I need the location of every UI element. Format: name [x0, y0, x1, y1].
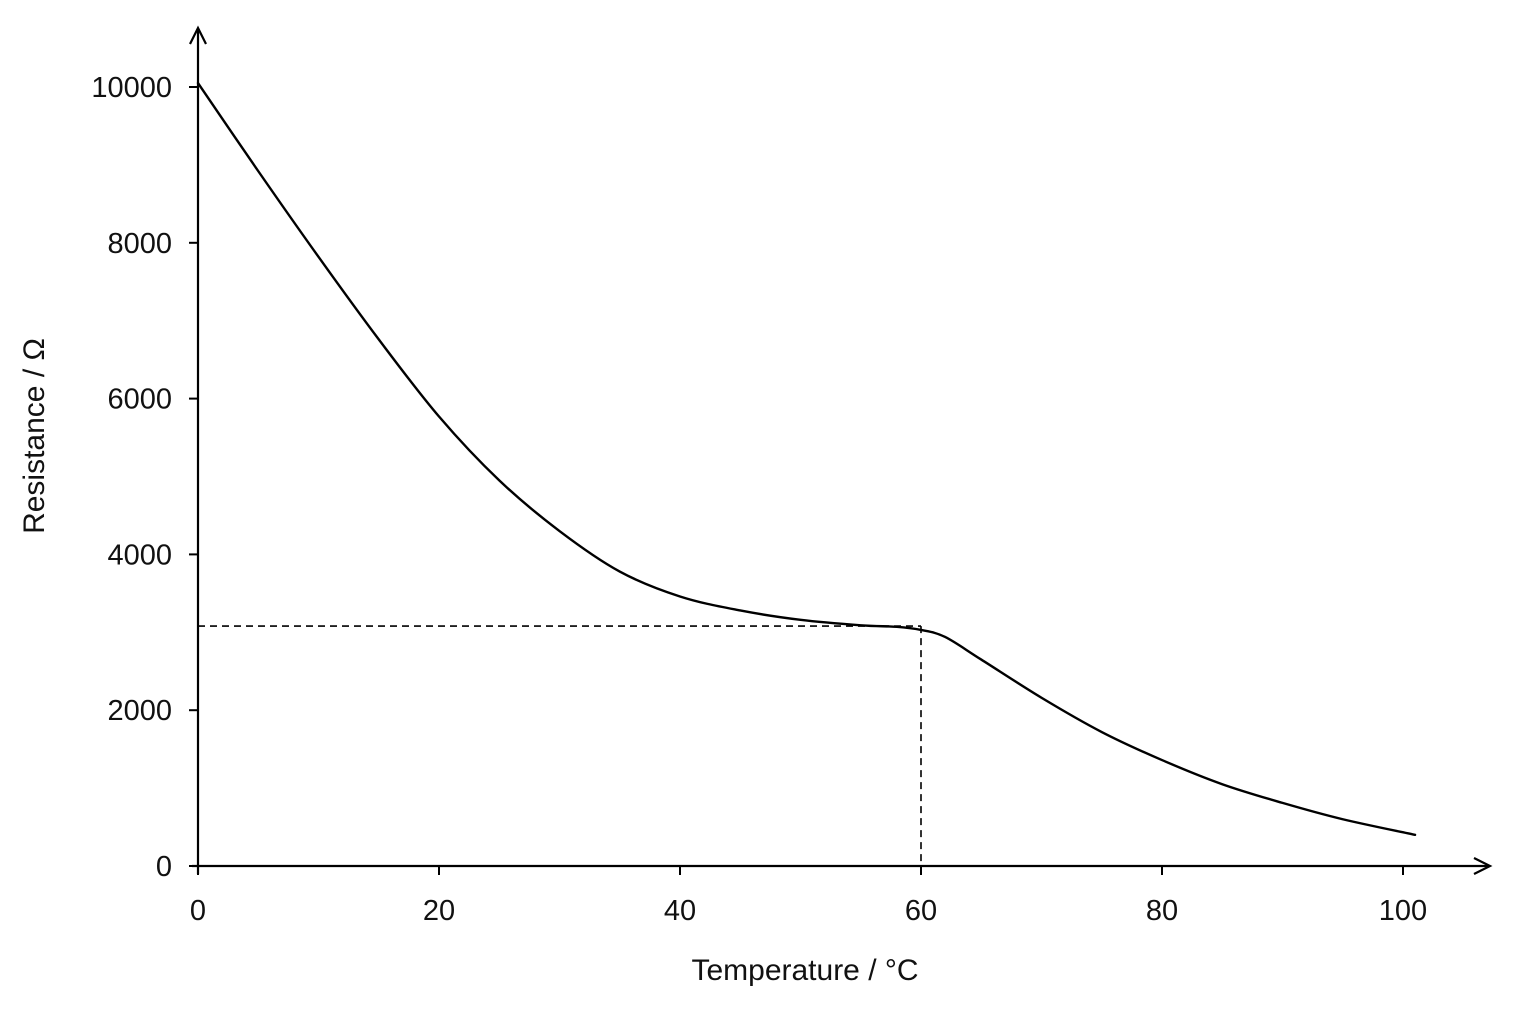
x-tick-label: 40 [664, 895, 696, 927]
x-axis-arrow [1473, 857, 1493, 875]
reference-lines [198, 625, 922, 866]
y-tick-label: 10000 [91, 72, 172, 104]
axes [189, 25, 1493, 875]
y-tick-label: 8000 [107, 228, 172, 260]
curve-layer [196, 81, 1417, 837]
x-tick-label: 60 [905, 895, 937, 927]
y-axis-arrow [189, 25, 207, 45]
y-tick-label: 4000 [107, 539, 172, 571]
y-tick-label: 0 [156, 851, 172, 883]
y-axis-title: Resistance / Ω [18, 338, 51, 534]
tick-labels: 0 20 40 60 80 100 0 2000 4000 6000 8000 10000 [91, 72, 1427, 927]
x-tick-label: 80 [1146, 895, 1178, 927]
x-tick-label: 100 [1379, 895, 1427, 927]
x-tick-label: 20 [423, 895, 455, 927]
x-axis-title: Temperature / °C [691, 954, 918, 987]
y-tick-label: 6000 [107, 384, 172, 416]
y-tick-label: 2000 [107, 695, 172, 727]
resistance-curve [196, 81, 1417, 837]
x-tick-label: 0 [190, 895, 206, 927]
